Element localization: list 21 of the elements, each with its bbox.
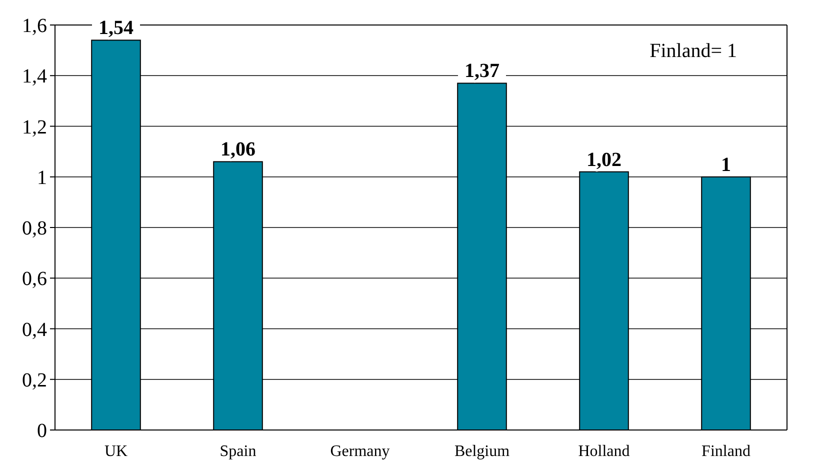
x-tick-label: Spain — [220, 443, 256, 460]
y-tick-label: 0,4 — [22, 318, 47, 341]
data-label: 1 — [721, 154, 731, 176]
y-tick-label: 0,8 — [22, 218, 47, 240]
y-tick-label: 1 — [37, 166, 47, 189]
y-tick-label: 1,2 — [22, 116, 47, 138]
data-label: 1,02 — [586, 148, 622, 171]
y-tick-label: 1,4 — [22, 66, 47, 88]
y-tick-label: 0,6 — [22, 268, 47, 290]
x-tick-label: Germany — [330, 443, 390, 460]
data-label: 1,06 — [220, 138, 256, 161]
x-tick-label: Belgium — [454, 443, 510, 460]
y-tick-label: 0 — [37, 420, 47, 442]
x-tick-label: Finland — [702, 443, 750, 460]
annotation: Finland= 1 — [650, 40, 737, 62]
data-label: 1,54 — [98, 17, 134, 40]
y-tick-label: 0,2 — [22, 369, 47, 392]
data-label: 1,37 — [464, 60, 500, 82]
y-tick-label: 1,6 — [22, 15, 47, 37]
x-tick-label: UK — [104, 443, 128, 460]
x-tick-label: Holland — [578, 443, 630, 460]
